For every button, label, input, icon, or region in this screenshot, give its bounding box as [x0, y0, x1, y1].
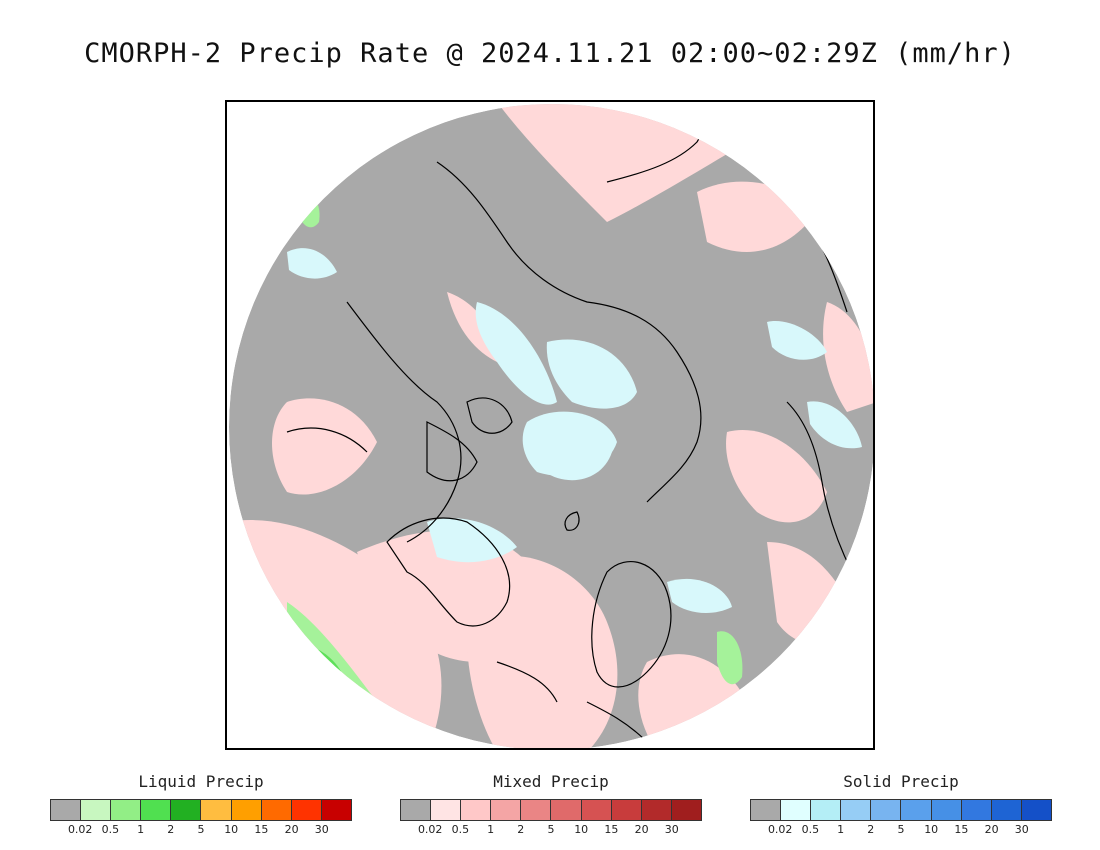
legend-swatch	[551, 800, 582, 820]
legend-liquid: Liquid Precip 0.02 0.5 1 2 5 10 15 20 30	[50, 772, 352, 837]
legend-swatch	[781, 800, 812, 820]
polar-map	[225, 100, 875, 750]
legend-tick-label: 2	[867, 823, 875, 836]
legend-swatch	[201, 800, 232, 820]
legend-tick-label: 1	[837, 823, 845, 836]
legend-tick-label: 0.5	[101, 823, 120, 836]
legend-swatch	[581, 800, 612, 820]
polar-map-svg	[227, 102, 873, 748]
legend-swatch	[431, 800, 462, 820]
legend-tick-label: 30	[314, 823, 329, 836]
legend-swatch	[961, 800, 992, 820]
legend-tick-label: 5	[197, 823, 205, 836]
legend-tick-label: 30	[664, 823, 679, 836]
legend-swatch	[461, 800, 492, 820]
legend-tick-label: 10	[924, 823, 939, 836]
legend-tick-label: 0.02	[767, 823, 793, 836]
legend-swatch	[991, 800, 1022, 820]
legend-swatch	[141, 800, 172, 820]
legend-swatch	[671, 800, 701, 820]
legend-swatch	[291, 800, 322, 820]
legend-tick-label: 5	[547, 823, 555, 836]
legend-swatch	[491, 800, 522, 820]
legend-swatch	[901, 800, 932, 820]
legend-tick-label: 5	[897, 823, 905, 836]
legend-ticks: 0.02 0.5 1 2 5 10 15 20 30	[400, 823, 702, 837]
legend-swatch	[321, 800, 351, 820]
legend-tick-label: 20	[634, 823, 649, 836]
legend-swatch	[521, 800, 552, 820]
legend-tick-label: 20	[284, 823, 299, 836]
legend-tick-label: 20	[984, 823, 999, 836]
legend-swatches	[750, 799, 1052, 821]
legend-tick-label: 15	[954, 823, 969, 836]
legend-tick-label: 0.5	[451, 823, 470, 836]
legend-tick-label: 2	[167, 823, 175, 836]
legend-swatch	[641, 800, 672, 820]
legend-mixed: Mixed Precip 0.02 0.5 1 2 5 10 15 20 30	[400, 772, 702, 837]
legend-tick-label: 30	[1014, 823, 1029, 836]
legend-solid: Solid Precip 0.02 0.5 1 2 5 10 15 20 30	[750, 772, 1052, 837]
legend-swatches	[400, 799, 702, 821]
legend-tick-label: 15	[604, 823, 619, 836]
legend-swatch	[751, 800, 782, 820]
legend-ticks: 0.02 0.5 1 2 5 10 15 20 30	[50, 823, 352, 837]
legend-swatch	[171, 800, 202, 820]
legend-swatch	[51, 800, 82, 820]
legend-swatch	[81, 800, 112, 820]
legend-tick-label: 1	[137, 823, 145, 836]
legend-tick-label: 1	[487, 823, 495, 836]
legend-tick-label: 0.5	[801, 823, 820, 836]
legend-swatch	[111, 800, 142, 820]
legend-tick-label: 15	[254, 823, 269, 836]
legend-swatch	[261, 800, 292, 820]
legend-swatch	[231, 800, 262, 820]
polar-swath	[532, 413, 612, 481]
legend-title: Liquid Precip	[138, 772, 264, 791]
legend-swatches	[50, 799, 352, 821]
legend-swatch	[931, 800, 962, 820]
legend-tick-label: 0.02	[67, 823, 93, 836]
legend-title: Mixed Precip	[493, 772, 609, 791]
legend-swatch	[811, 800, 842, 820]
legend-tick-label: 2	[517, 823, 525, 836]
legend-ticks: 0.02 0.5 1 2 5 10 15 20 30	[750, 823, 1052, 837]
legend-title: Solid Precip	[843, 772, 959, 791]
legend-swatch	[1021, 800, 1051, 820]
legend-swatch	[871, 800, 902, 820]
legend-swatch	[841, 800, 872, 820]
chart-title: CMORPH-2 Precip Rate @ 2024.11.21 02:00~…	[84, 38, 1016, 69]
legend-swatch	[611, 800, 642, 820]
legend-swatch	[401, 800, 432, 820]
legend-tick-label: 10	[574, 823, 589, 836]
legend-tick-label: 0.02	[417, 823, 443, 836]
legend-tick-label: 10	[224, 823, 239, 836]
